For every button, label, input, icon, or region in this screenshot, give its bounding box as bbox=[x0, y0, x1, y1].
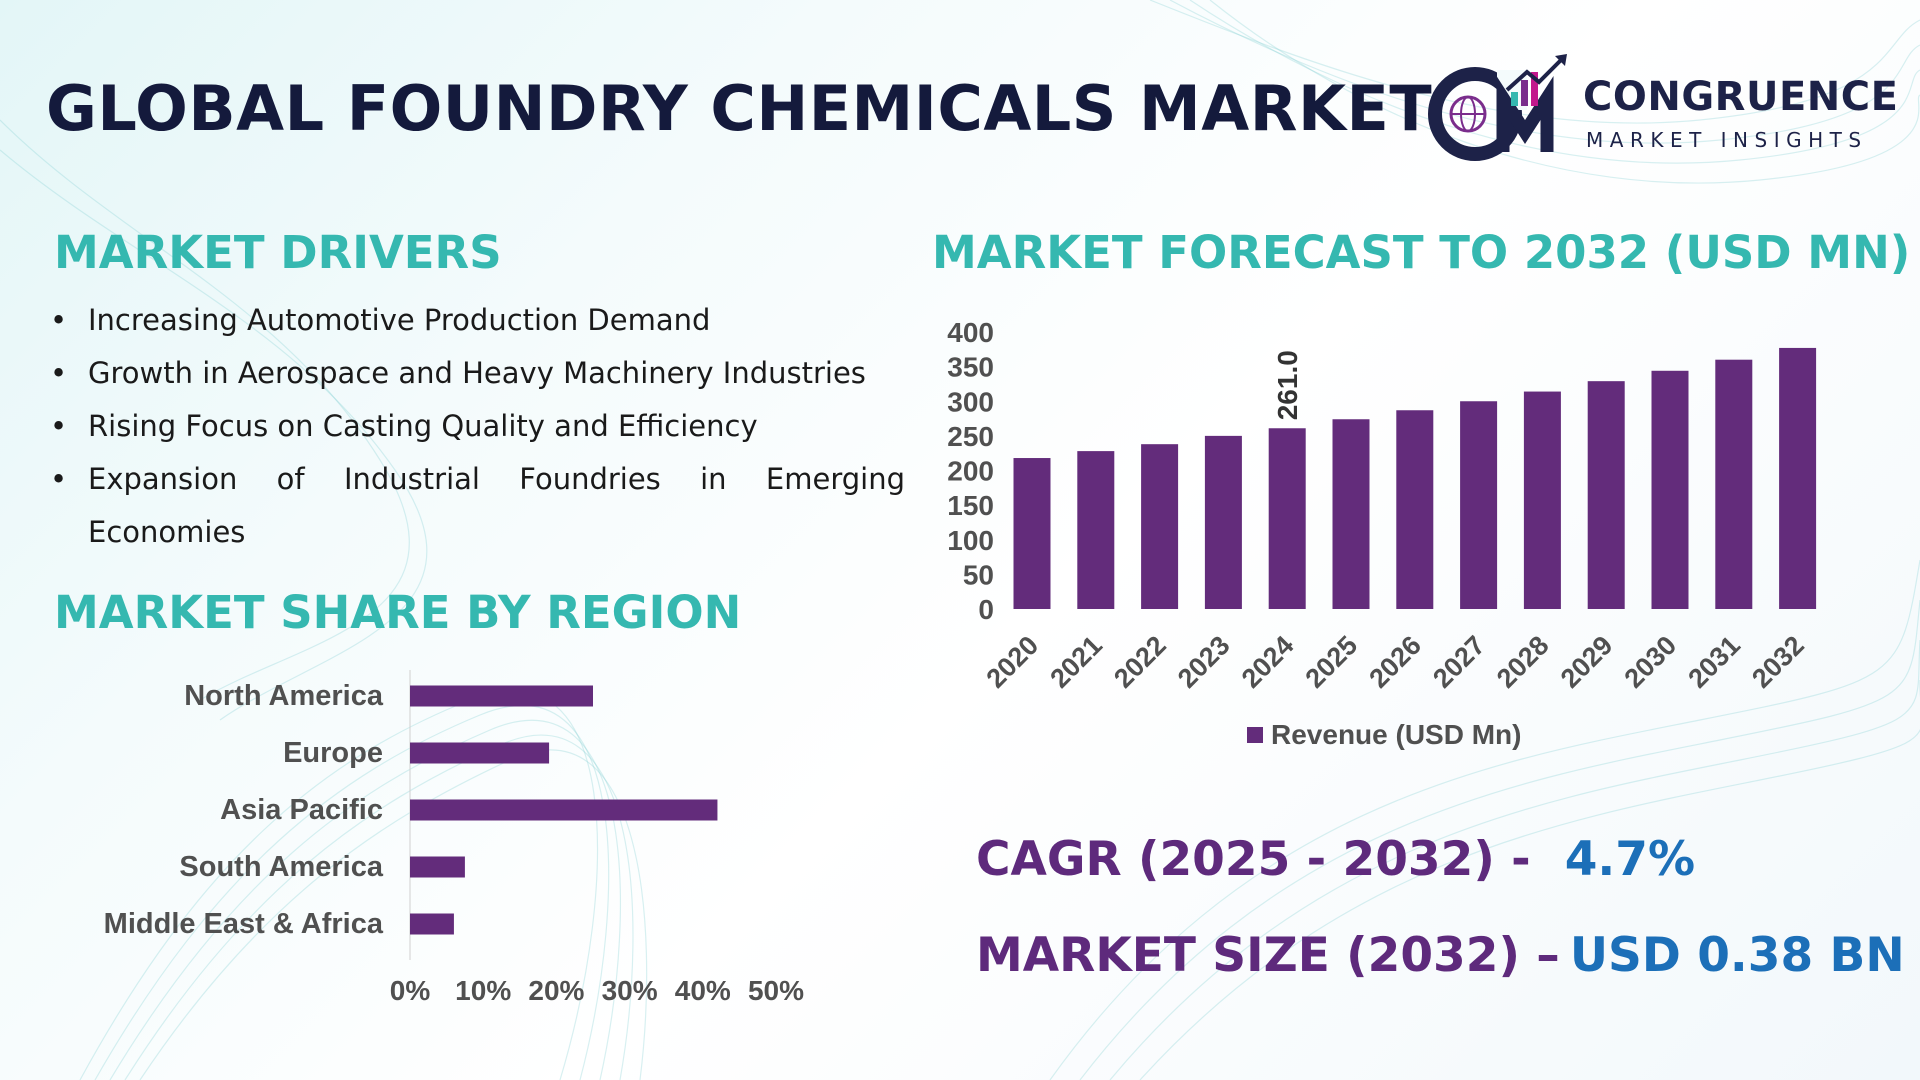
page-title: GLOBAL FOUNDRY CHEMICALS MARKET bbox=[46, 72, 1433, 145]
forecast-y-tick-label: 100 bbox=[947, 525, 994, 556]
forecast-y-tick-label: 400 bbox=[947, 317, 994, 348]
cagr-label: CAGR (2025 - 2032) - bbox=[976, 832, 1531, 887]
region-share-chart: North America Europe Asia Pacific South Ame… bbox=[104, 670, 804, 1006]
forecast-y-tick-label: 350 bbox=[947, 352, 994, 383]
forecast-bar bbox=[1523, 391, 1561, 609]
region-category-label: Middle East & Africa bbox=[104, 908, 384, 940]
forecast-data-label: 261.0 bbox=[1272, 350, 1303, 420]
forecast-bar bbox=[1204, 435, 1242, 609]
bullet-icon: • bbox=[50, 356, 68, 390]
forecast-x-tick-label: 2032 bbox=[1746, 630, 1810, 694]
forecast-bar bbox=[1396, 410, 1434, 609]
cagr-value: 4.7% bbox=[1564, 832, 1696, 887]
forecast-x-tick-label: 2026 bbox=[1363, 630, 1427, 694]
forecast-bar bbox=[1715, 359, 1753, 609]
forecast-x-tick-label: 2022 bbox=[1108, 630, 1172, 694]
logo-mark-icon bbox=[1428, 54, 1567, 161]
forecast-x-tick-label: 2029 bbox=[1555, 630, 1619, 694]
region-x-tick-label: 30% bbox=[602, 975, 658, 1006]
forecast-bar bbox=[1013, 458, 1051, 609]
region-category-label: Europe bbox=[283, 737, 383, 769]
driver-item: • Growth in Aerospace and Heavy Machinery… bbox=[50, 347, 905, 400]
forecast-heading: MARKET FORECAST TO 2032 (USD MN) bbox=[932, 226, 1911, 279]
forecast-bar bbox=[1651, 370, 1689, 609]
forecast-y-tick-label: 200 bbox=[947, 456, 994, 487]
forecast-y-tick-label: 50 bbox=[963, 559, 994, 590]
forecast-y-tick-label: 250 bbox=[947, 421, 994, 452]
forecast-x-tick-label: 2021 bbox=[1044, 630, 1108, 694]
forecast-bar bbox=[1268, 428, 1306, 609]
cagr-stat: CAGR (2025 - 2032) - 4.7% bbox=[976, 832, 1695, 887]
bullet-icon: • bbox=[50, 462, 68, 496]
region-share-heading: MARKET SHARE BY REGION bbox=[54, 586, 742, 639]
legend-label: Revenue (USD Mn) bbox=[1271, 719, 1521, 750]
driver-text: Rising Focus on Casting Quality and Effi… bbox=[88, 409, 758, 443]
region-category-label: Asia Pacific bbox=[220, 794, 383, 826]
region-bar bbox=[410, 856, 465, 878]
company-logo: CONGRUENCE MARKET INSIGHTS bbox=[1425, 52, 1899, 162]
forecast-x-tick-label: 2025 bbox=[1300, 630, 1364, 694]
forecast-bar bbox=[1077, 451, 1115, 609]
market-size-stat: MARKET SIZE (2032) – USD 0.38 BN bbox=[976, 928, 1905, 983]
region-bar bbox=[410, 685, 593, 707]
bullet-icon: • bbox=[50, 409, 68, 443]
forecast-x-tick-label: 2028 bbox=[1491, 630, 1555, 694]
forecast-x-tick-label: 2030 bbox=[1619, 630, 1683, 694]
region-x-tick-label: 40% bbox=[675, 975, 731, 1006]
market-size-value: USD 0.38 BN bbox=[1569, 928, 1905, 983]
driver-text: Growth in Aerospace and Heavy Machinery … bbox=[88, 356, 866, 390]
driver-item: • Increasing Automotive Production Demand bbox=[50, 294, 905, 347]
region-x-tick-label: 50% bbox=[748, 975, 804, 1006]
market-drivers-heading: MARKET DRIVERS bbox=[54, 226, 502, 279]
forecast-x-tick-label: 2020 bbox=[981, 630, 1045, 694]
region-x-tick-label: 10% bbox=[455, 975, 511, 1006]
forecast-x-tick-label: 2023 bbox=[1172, 630, 1236, 694]
forecast-bar bbox=[1779, 347, 1817, 609]
forecast-y-tick-label: 150 bbox=[947, 490, 994, 521]
region-category-label: North America bbox=[184, 680, 384, 712]
forecast-y-tick-label: 0 bbox=[978, 594, 994, 625]
forecast-bar bbox=[1141, 444, 1179, 609]
market-drivers-list: • Increasing Automotive Production Demand… bbox=[50, 294, 905, 559]
region-x-tick-label: 20% bbox=[528, 975, 584, 1006]
forecast-x-tick-label: 2027 bbox=[1427, 630, 1491, 694]
region-bar bbox=[410, 799, 718, 821]
region-bar bbox=[410, 913, 454, 935]
driver-text: Increasing Automotive Production Demand bbox=[88, 303, 711, 337]
logo-tagline: MARKET INSIGHTS bbox=[1586, 128, 1868, 152]
logo-name: CONGRUENCE bbox=[1583, 74, 1899, 120]
driver-text: Expansion of Industrial Foundries in Eme… bbox=[88, 462, 905, 549]
region-bar bbox=[410, 742, 550, 764]
driver-item: • Expansion of Industrial Foundries in Em… bbox=[50, 453, 905, 559]
bullet-icon: • bbox=[50, 303, 68, 337]
driver-item: • Rising Focus on Casting Quality and Eff… bbox=[50, 400, 905, 453]
forecast-x-tick-label: 2024 bbox=[1236, 630, 1300, 694]
region-category-label: South America bbox=[179, 851, 383, 883]
forecast-bar bbox=[1587, 381, 1625, 609]
forecast-bar bbox=[1460, 401, 1498, 609]
forecast-y-tick-label: 300 bbox=[947, 386, 994, 417]
market-size-label: MARKET SIZE (2032) – bbox=[976, 928, 1560, 983]
legend-swatch bbox=[1247, 727, 1263, 743]
forecast-bar bbox=[1332, 419, 1370, 609]
forecast-x-tick-label: 2031 bbox=[1682, 630, 1746, 694]
region-x-tick-label: 0% bbox=[390, 975, 431, 1006]
